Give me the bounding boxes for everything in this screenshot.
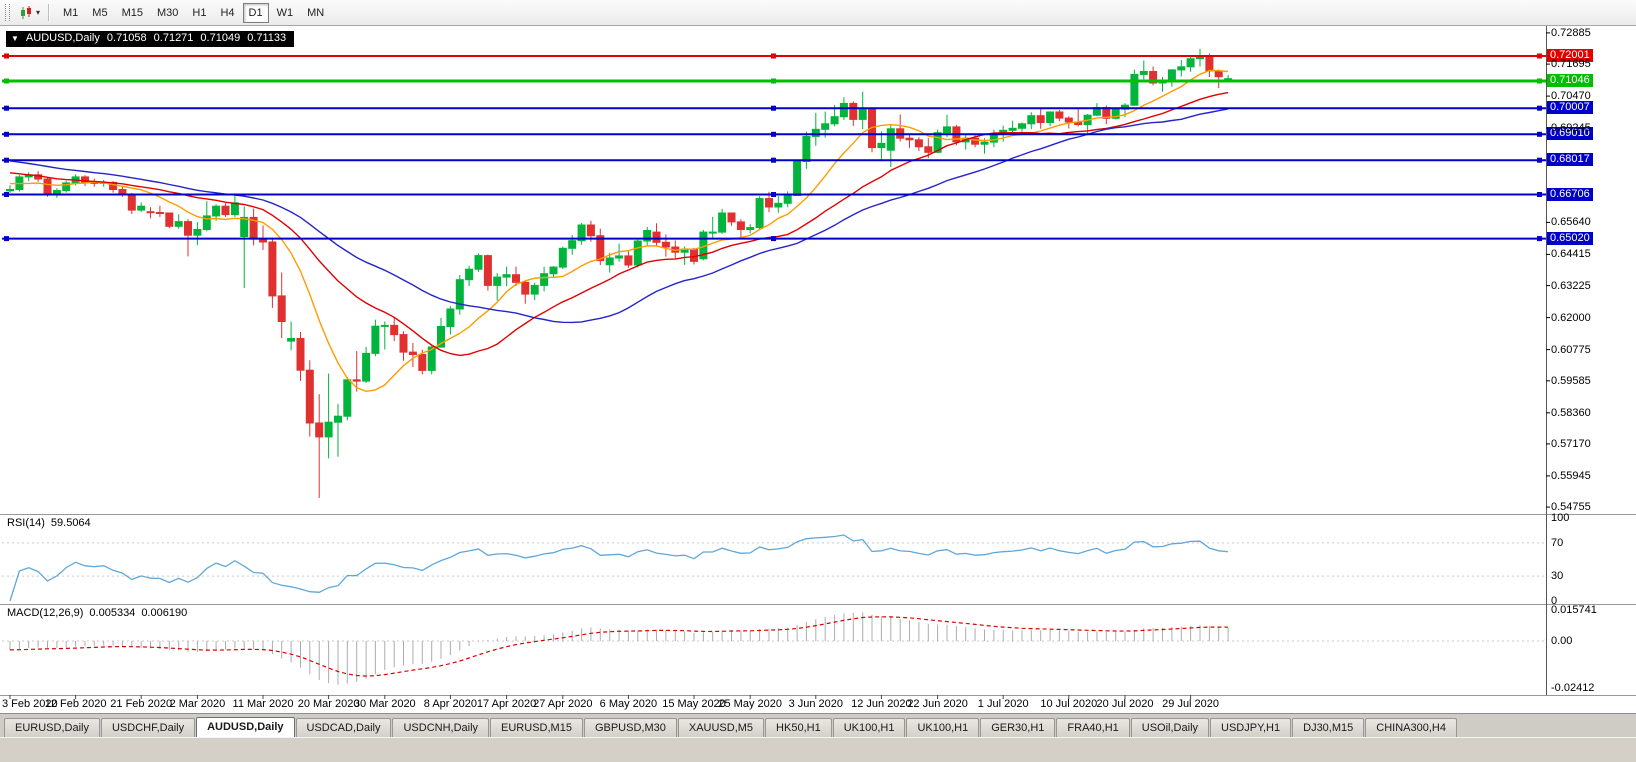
toolbar-separator [48,4,51,21]
chart-region: 0.72001 0.71046 0.70007 0.69010 0.68017 0.667… [0,26,1636,713]
timeframe-button-m30[interactable]: M30 [151,3,184,23]
timeframe-toolbar: ▾ M1 M5 M15 M30 H1 H4 D1 W1 MN [0,0,1636,26]
hline-handle[interactable] [4,78,9,84]
hline-handle[interactable] [4,53,9,59]
ohlc-low: 0.71049 [200,32,241,44]
rsi-value: 59.5064 [50,517,91,529]
toolbar-drag-handle[interactable] [5,4,10,21]
macd-main-value: 0.005334 [89,607,136,619]
one-click-collapse-icon[interactable]: ▼ [11,34,19,43]
hline-handle[interactable] [771,105,776,111]
hline-handle[interactable] [1537,105,1542,111]
timeframe-button-h1[interactable]: H1 [186,3,212,23]
hline-handle[interactable] [1537,131,1542,137]
chart-tabs: EURUSD,Daily USDCHF,Daily AUDUSD,Daily USDC… [0,713,1636,737]
macd-signal-value: 0.006190 [141,607,188,619]
ma-9-line [10,69,1229,393]
chart-tab-dj30-m15[interactable]: DJ30,M15 [1292,718,1365,737]
timeframe-button-d1[interactable]: D1 [242,2,269,23]
ma-21-line [9,91,1229,357]
chart-tab-xauusd-m5[interactable]: XAUUSD,M5 [677,718,765,737]
chart-tab-usdjpy-h1[interactable]: USDJPY,H1 [1210,718,1292,737]
chart-tab-usoil-daily[interactable]: USOil,Daily [1130,718,1210,737]
chevron-down-icon: ▾ [36,7,41,17]
candlesticks [6,48,1233,498]
hline-handle[interactable] [1537,236,1542,242]
price-chart-canvas [0,26,1636,699]
hline-handle[interactable] [1537,157,1542,163]
rsi-pane-title: RSI(14) 59.5064 [7,517,91,529]
chart-tab-usdcnh-daily[interactable]: USDCNH,Daily [392,718,490,737]
timeframe-button-w1[interactable]: W1 [271,3,300,23]
chart-title-overlay: ▼ AUDUSD,Daily 0.71058 0.71271 0.71049 0… [6,31,295,47]
chart-tab-usdchf-daily[interactable]: USDCHF,Daily [100,718,196,737]
chart-symbol-period: AUDUSD,Daily [25,32,100,44]
ohlc-close: 0.71133 [247,32,287,44]
hline-handle[interactable] [771,53,776,59]
macd-pane-title: MACD(12,26,9) 0.005334 0.006190 [7,607,187,619]
chart-tab-uk100-h1[interactable]: UK100,H1 [906,718,980,737]
chart-tab-hk50-h1[interactable]: HK50,H1 [765,718,832,737]
timeframe-button-mn[interactable]: MN [301,3,330,23]
hline-handle[interactable] [4,131,9,137]
chart-tab-china300-h4[interactable]: CHINA300,H4 [1365,718,1457,737]
hline-handle[interactable] [771,157,776,163]
hline-handle[interactable] [771,192,776,197]
hline-handle[interactable] [4,157,9,163]
ma-34-line [9,108,1229,324]
hline-handle[interactable] [1537,78,1542,84]
candlestick-chart-icon [21,5,31,19]
timeframe-button-m1[interactable]: M1 [57,3,84,23]
chart-tab-gbpusd-m30[interactable]: GBPUSD,M30 [583,718,677,737]
timeframe-button-m5[interactable]: M5 [86,3,113,23]
hline-handle[interactable] [771,78,776,84]
ohlc-high: 0.71271 [153,32,194,44]
chart-tab-fra40-h1[interactable]: FRA40,H1 [1056,718,1130,737]
chart-tab-eurusd-daily[interactable]: EURUSD,Daily [4,718,100,737]
hline-handle[interactable] [771,131,776,137]
macd-label: MACD(12,26,9) [7,607,84,619]
chart-tab-usdcad-daily[interactable]: USDCAD,Daily [295,718,392,737]
rsi-line [9,534,1229,602]
rsi-label: RSI(14) [7,517,45,529]
timeframe-buttons: M1 M5 M15 M30 H1 H4 D1 W1 MN [56,2,331,23]
chart-type-button[interactable]: ▾ [15,2,44,23]
macd-histogram [9,612,1229,685]
macd-signal-line [9,616,1229,677]
ohlc-open: 0.71058 [106,32,147,44]
hline-handle[interactable] [1537,53,1542,59]
hline-handle[interactable] [4,192,9,197]
hline-handle[interactable] [4,236,9,242]
status-bar [0,737,1636,762]
timeframe-button-m15[interactable]: M15 [116,3,149,23]
hline-handle[interactable] [1537,192,1542,197]
hline-handle[interactable] [4,105,9,111]
chart-tab-uk100-h1[interactable]: UK100,H1 [832,718,906,737]
chart-tab-ger30-h1[interactable]: GER30,H1 [980,718,1056,737]
timeframe-button-h4[interactable]: H4 [214,3,240,23]
chart-tab-audusd-daily[interactable]: AUDUSD,Daily [196,717,295,737]
chart-tab-eurusd-m15[interactable]: EURUSD,M15 [490,718,583,737]
hline-handle[interactable] [771,236,776,242]
